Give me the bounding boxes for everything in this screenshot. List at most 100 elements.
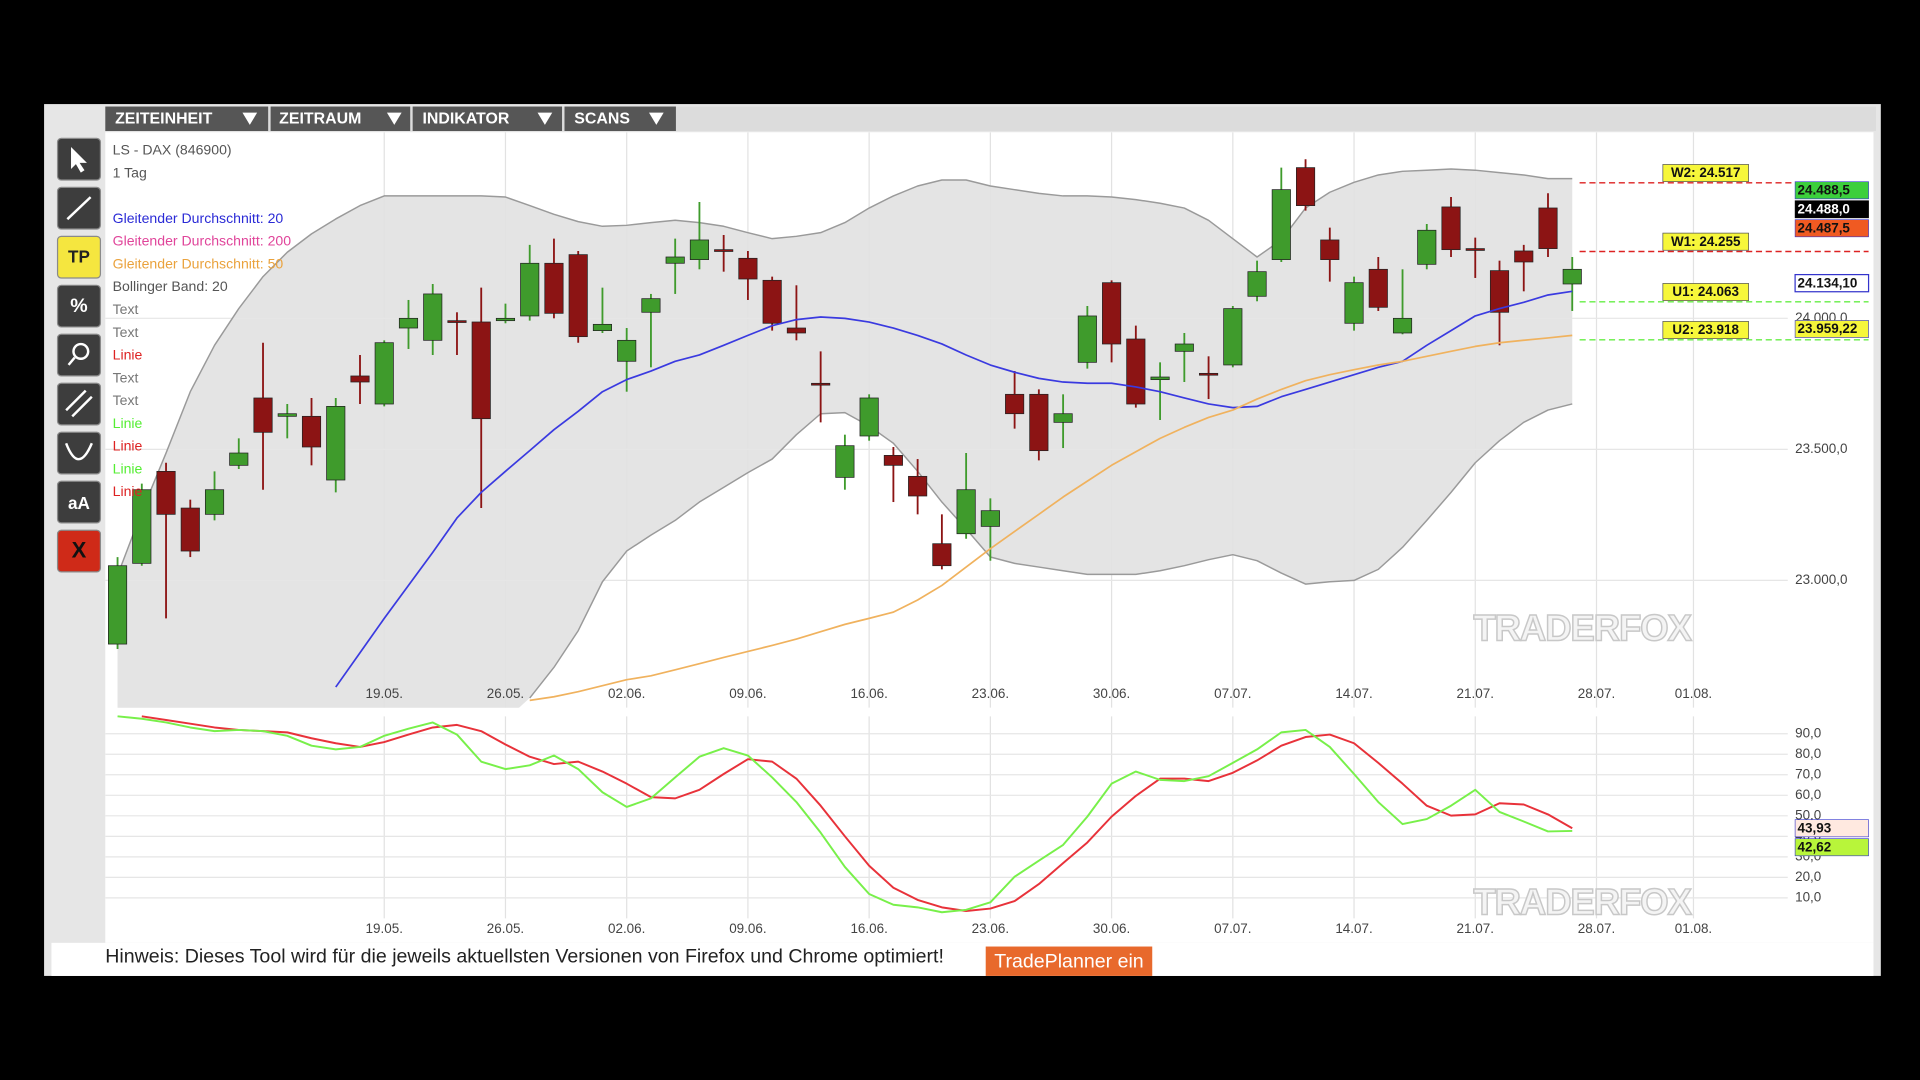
button-bg [985,946,1153,976]
indicator-label: Bollinger Band: 20 [113,278,228,294]
menu-tab-bg [270,106,411,132]
candle-body [374,342,394,405]
y-tick-label: 50,0 [1795,807,1821,822]
x-tick-label: 28.07. [1578,686,1615,701]
x-tick-label: 21.07. [1457,921,1494,936]
watermark: TRADERFOX [1473,882,1692,923]
x-tick-label: 19.05. [366,686,403,701]
tool-text[interactable]: aA [56,480,102,524]
tool-label: % [70,295,87,317]
menu-label: INDIKATOR [422,111,509,128]
tool-bg [56,235,102,279]
candle-body [495,317,516,322]
level-box [1662,164,1749,182]
candle-body [471,321,491,420]
footer-notice: Hinweis: Dieses Tool wird für die jeweil… [105,946,944,968]
x-tick-label: 01.08. [1675,686,1712,701]
candle-body [883,455,903,466]
menu-tab[interactable]: INDIKATOR [412,106,563,132]
zoom-handle [67,356,76,366]
indicator-label: Gleitender Durchschnitt: 50 [113,255,284,271]
candle-body [1102,282,1122,345]
tool-bg [56,529,102,573]
price-tag-label: 24.488,5 [1798,182,1851,197]
y-tick-label: 60,0 [1795,787,1821,802]
x-tick-label: 02.06. [608,686,645,701]
candle-body [786,327,806,334]
menu-bar: ZEITEINHEIT ZEITRAUM INDIKATOR SCANS [105,106,1876,132]
candle-body [156,470,176,515]
candle-body [204,489,225,515]
menu-tab[interactable]: ZEITEINHEIT [105,106,269,132]
x-tick-label: 28.07. [1578,921,1615,936]
level-label: W2: 24.517 [1671,165,1741,180]
zoom-icon [72,342,90,360]
price-tag [1794,838,1869,857]
dropdown-arrow [537,112,553,125]
moving-average [529,334,1573,702]
price-tag [1794,819,1869,838]
tool-curve[interactable] [56,431,102,475]
oscillator-plot: TRADERFOX [105,715,1788,923]
candle-body [1005,393,1025,415]
oscillator-line [117,715,1573,914]
candle-body [253,397,273,433]
indicator-label: Linie [113,347,143,363]
candle-body [1077,315,1097,363]
candle-body [544,262,564,314]
indicator-label: Linie [113,483,143,499]
y-tick-label: 70,0 [1795,766,1821,781]
x-tick-label: 16.06. [850,686,887,701]
candle-body [1295,167,1316,206]
candle-body [350,375,370,383]
price-tag [1794,219,1869,238]
candle-body [301,415,322,448]
x-tick-label: 09.06. [729,921,766,936]
menu-label: SCANS [574,111,630,128]
x-tick-label: 19.05. [366,921,403,936]
price-tag-label: 24.488,0 [1798,201,1850,216]
x-tick-label: 14.07. [1335,686,1372,701]
menu-label: ZEITRAUM [279,111,361,128]
chart-subtitle: 1 Tag [113,165,147,181]
oscillator-line [141,715,1573,912]
y-tick-label: 10,0 [1795,889,1821,904]
candle-body [423,293,443,341]
x-tick-label: 16.06. [850,921,887,936]
level-label: U1: 24.063 [1672,284,1739,299]
candle-body [1465,248,1485,251]
menu-label: ZEITEINHEIT [115,111,212,128]
indicator-label: Gleitender Durchschnitt: 200 [113,233,292,249]
price-tag [1794,181,1869,200]
y-tick-label: 23.500,0 [1795,441,1847,456]
candle-body [1174,343,1194,352]
tradeplanner-button[interactable]: TradePlanner ein [985,946,1153,976]
candle-body [398,317,419,329]
toolbar: TP % aA X [56,137,102,573]
x-tick-label: 23.06. [972,921,1009,936]
chart-title: LS - DAX (846900) [113,141,232,157]
tool-line[interactable] [56,186,102,230]
tool-label: aA [68,493,90,513]
candle-body [229,452,249,466]
tool-pointer[interactable] [56,137,102,181]
menu-tab-bg [412,106,563,132]
x-tick-label: 07.07. [1214,686,1251,701]
tool-bg [56,431,102,475]
tool-delete[interactable]: X [56,529,102,573]
candle-body [108,565,128,645]
candle-body [592,323,612,332]
candle-body [1029,393,1049,452]
x-tick-label: 02.06. [608,921,645,936]
menu-tab-bg [105,106,269,132]
tool-percent[interactable]: % [56,284,102,328]
tool-channel[interactable] [56,382,102,426]
tool-tp[interactable]: TP [56,235,102,279]
x-tick-label: 30.06. [1093,921,1130,936]
dropdown-arrow [386,112,402,125]
tool-zoom[interactable] [56,333,102,377]
candle-body [1126,338,1146,405]
candle-body [1247,271,1267,297]
menu-tab[interactable]: ZEITRAUM [270,106,411,132]
menu-tab[interactable]: SCANS [564,106,676,132]
